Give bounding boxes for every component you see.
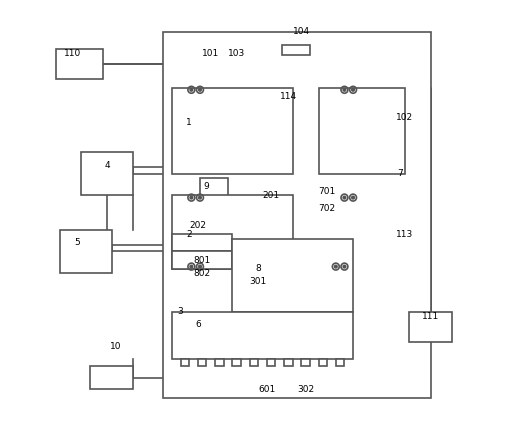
- Text: 1: 1: [186, 118, 192, 127]
- Text: 9: 9: [204, 182, 209, 191]
- Bar: [233, 359, 241, 366]
- Bar: [163, 32, 430, 398]
- Circle shape: [190, 89, 193, 91]
- Text: 102: 102: [396, 113, 413, 122]
- Bar: [198, 359, 206, 366]
- Text: 114: 114: [280, 92, 297, 101]
- Text: 113: 113: [396, 230, 413, 239]
- Circle shape: [198, 265, 202, 268]
- Text: 802: 802: [194, 269, 211, 278]
- Bar: [90, 366, 133, 389]
- Circle shape: [190, 265, 193, 268]
- Bar: [233, 239, 353, 312]
- Bar: [319, 88, 405, 174]
- Bar: [409, 312, 452, 342]
- Text: 701: 701: [319, 187, 336, 196]
- Bar: [172, 251, 233, 269]
- Text: 202: 202: [190, 221, 206, 230]
- Bar: [319, 359, 327, 366]
- Circle shape: [352, 196, 354, 199]
- Text: 302: 302: [297, 385, 314, 394]
- Bar: [172, 312, 353, 359]
- Text: 4: 4: [104, 161, 110, 170]
- Text: 5: 5: [74, 238, 80, 247]
- Bar: [200, 178, 228, 202]
- Bar: [172, 195, 292, 269]
- Bar: [60, 230, 112, 273]
- Text: 301: 301: [249, 277, 267, 286]
- Bar: [284, 359, 292, 366]
- Text: 601: 601: [258, 385, 276, 394]
- Circle shape: [343, 265, 346, 268]
- Circle shape: [190, 196, 193, 199]
- Text: 103: 103: [228, 49, 245, 58]
- Text: 10: 10: [110, 342, 122, 351]
- Circle shape: [352, 89, 354, 91]
- Bar: [172, 234, 233, 251]
- Bar: [81, 152, 133, 195]
- Circle shape: [334, 265, 337, 268]
- Text: 801: 801: [194, 256, 211, 265]
- Text: 3: 3: [177, 307, 183, 316]
- Bar: [282, 45, 310, 55]
- Text: 2: 2: [186, 230, 192, 239]
- Bar: [56, 49, 103, 79]
- Circle shape: [198, 196, 202, 199]
- Bar: [172, 88, 292, 174]
- Text: 104: 104: [293, 27, 310, 36]
- Circle shape: [343, 196, 346, 199]
- Text: 101: 101: [202, 49, 219, 58]
- Bar: [301, 359, 310, 366]
- Text: 6: 6: [195, 320, 201, 329]
- Text: 8: 8: [255, 264, 261, 273]
- Circle shape: [198, 89, 202, 91]
- Bar: [336, 359, 344, 366]
- Text: 110: 110: [64, 49, 81, 58]
- Bar: [181, 359, 189, 366]
- Circle shape: [343, 89, 346, 91]
- Bar: [249, 359, 258, 366]
- Text: 111: 111: [422, 312, 439, 321]
- Bar: [267, 359, 276, 366]
- Text: 702: 702: [319, 204, 336, 213]
- Text: 201: 201: [262, 191, 280, 200]
- Bar: [215, 359, 224, 366]
- Text: 7: 7: [397, 169, 403, 178]
